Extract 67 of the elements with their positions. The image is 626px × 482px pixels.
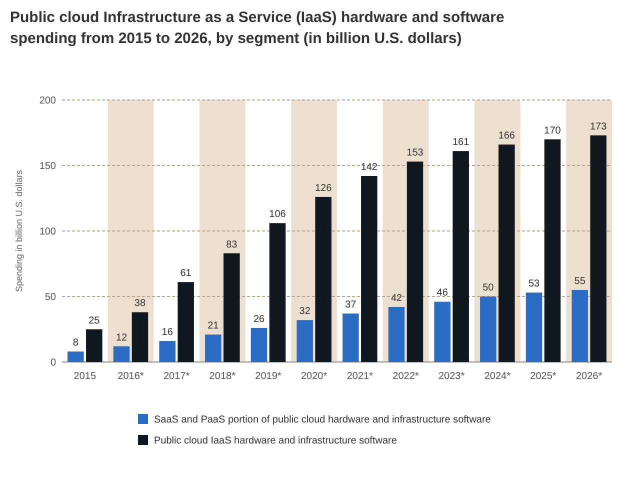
data-label: 61: [180, 268, 192, 280]
x-tick-label: 2024*: [484, 371, 511, 382]
bar: [342, 314, 359, 362]
bar: [388, 306, 405, 362]
bar: [68, 352, 84, 362]
bar: [526, 292, 542, 362]
data-label: 46: [436, 288, 448, 299]
x-tick-label: 2022*: [392, 371, 419, 382]
data-label: 126: [314, 182, 332, 194]
data-label: 55: [574, 276, 586, 287]
bar: [178, 282, 194, 362]
bar: [86, 329, 102, 362]
data-label: 166: [498, 130, 516, 142]
y-tick-label: 50: [44, 292, 56, 303]
data-label: 38: [134, 298, 146, 310]
data-label: 170: [544, 125, 562, 136]
y-tick-label: 150: [39, 161, 56, 172]
x-tick-label: 2026*: [576, 371, 602, 382]
x-tick-label: 2016*: [118, 371, 144, 382]
bar: [159, 341, 176, 362]
bar: [361, 176, 378, 362]
bar: [406, 162, 424, 362]
data-label: 16: [162, 327, 174, 338]
data-label: 142: [360, 162, 378, 173]
x-tick-label: 2023*: [438, 371, 465, 382]
y-tick-label: 200: [39, 96, 56, 106]
data-label: 106: [269, 209, 286, 220]
bar: [572, 290, 588, 362]
bar: [205, 334, 222, 362]
data-label: 53: [528, 278, 540, 290]
x-tick-label: 2021*: [346, 371, 374, 382]
bar: [544, 139, 561, 362]
bar: [269, 223, 286, 362]
bar: [296, 320, 313, 362]
data-label: 21: [208, 320, 220, 332]
bar: [434, 302, 450, 362]
data-label: 153: [406, 148, 424, 159]
data-label: 83: [226, 239, 238, 250]
x-tick-label: 2020*: [301, 371, 328, 382]
data-label: 25: [88, 315, 100, 326]
x-tick-label: 2025*: [530, 371, 556, 382]
data-label: 50: [482, 282, 494, 294]
bar: [224, 253, 240, 362]
y-tick-label: 0: [50, 358, 56, 368]
data-label: 173: [590, 121, 608, 132]
data-label: 161: [452, 137, 470, 148]
x-tick-label: 2015: [74, 371, 96, 382]
bar: [113, 346, 130, 362]
y-axis-title: Spending in billion U.S. dollars: [14, 169, 24, 292]
data-label: 12: [116, 332, 128, 344]
x-tick-label: 2019*: [255, 371, 282, 382]
x-tick-label: 2018*: [209, 371, 236, 382]
bar: [250, 328, 268, 362]
y-tick-label: 100: [39, 226, 56, 238]
bar: [132, 312, 148, 362]
data-label: 42: [390, 292, 403, 304]
x-tick-label: 2017*: [164, 371, 190, 382]
bar: [452, 151, 469, 362]
data-label: 32: [299, 306, 311, 318]
data-label: 8: [72, 338, 79, 349]
legend-label: SaaS and PaaS portion of public cloud hardware and infrastructure software: [154, 414, 492, 426]
chart-title: Public cloud Infrastructure as a Service (IaaS) hardware and software spending from 2015 to 2026, by segment (in billion U.S. dollars): [10, 9, 504, 47]
data-label: 37: [345, 300, 357, 311]
bar: [315, 196, 332, 362]
data-label: 26: [253, 314, 266, 325]
bar: [480, 296, 496, 362]
legend-label: Public cloud IaaS hardware and infrastructure software: [154, 436, 398, 446]
